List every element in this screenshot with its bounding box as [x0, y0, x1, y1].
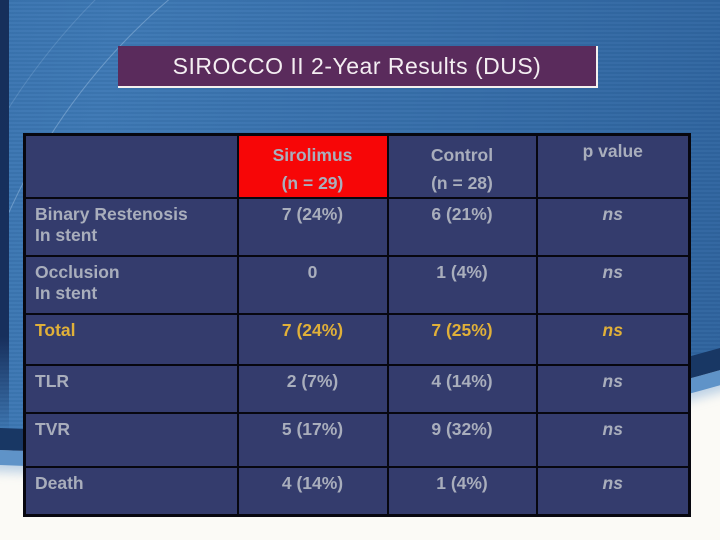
pvalue-value: ns — [535, 255, 691, 315]
table-row-tvr: TVR 5 (17%) 9 (32%) ns — [23, 412, 691, 468]
control-value: 7 (25%) — [386, 313, 538, 366]
sirolimus-value: 7 (24%) — [236, 197, 389, 257]
sirolimus-value: 0 — [236, 255, 389, 315]
sirolimus-value: 2 (7%) — [236, 364, 389, 414]
pvalue-value: ns — [535, 466, 691, 516]
row-label: Total — [23, 313, 239, 366]
results-table: Sirolimus (n = 29) Control (n = 28) p va… — [23, 133, 691, 517]
row-label: Occlusion In stent — [23, 255, 239, 315]
control-value: 6 (21%) — [386, 197, 538, 257]
sirolimus-header-n: (n = 29) — [281, 173, 344, 193]
pvalue-value: ns — [535, 313, 691, 366]
pvalue-value: ns — [535, 197, 691, 257]
control-value: 1 (4%) — [386, 466, 538, 516]
table-header-row: Sirolimus (n = 29) Control (n = 28) p va… — [23, 133, 691, 199]
table-row-binary-restenosis: Binary Restenosis In stent 7 (24%) 6 (21… — [23, 197, 691, 257]
control-header-n: (n = 28) — [431, 173, 493, 193]
table-corner-cell — [23, 133, 239, 199]
row-label: Death — [23, 466, 239, 516]
sirolimus-header-name: Sirolimus — [272, 145, 353, 165]
control-value: 9 (32%) — [386, 412, 538, 468]
control-value: 1 (4%) — [386, 255, 538, 315]
control-header-name: Control — [430, 145, 494, 165]
table-row-death: Death 4 (14%) 1 (4%) ns — [23, 466, 691, 516]
pvalue-value: ns — [535, 412, 691, 468]
table-row-occlusion: Occlusion In stent 0 1 (4%) ns — [23, 255, 691, 315]
sirolimus-value: 4 (14%) — [236, 466, 389, 516]
table-row-total: Total 7 (24%) 7 (25%) ns — [23, 313, 691, 366]
row-label: TLR — [23, 364, 239, 414]
pvalue-value: ns — [535, 364, 691, 414]
table-row-tlr: TLR 2 (7%) 4 (14%) ns — [23, 364, 691, 414]
row-label: Binary Restenosis In stent — [23, 197, 239, 257]
row-label: TVR — [23, 412, 239, 468]
background-left-edge-decoration — [0, 0, 9, 432]
table-header-control: Control (n = 28) — [386, 133, 538, 199]
sirolimus-value: 7 (24%) — [236, 313, 389, 366]
table-header-pvalue: p value — [535, 133, 691, 199]
control-value: 4 (14%) — [386, 364, 538, 414]
slide-title-text: SIROCCO II 2-Year Results (DUS) — [172, 52, 542, 79]
sirolimus-value: 5 (17%) — [236, 412, 389, 468]
table-header-sirolimus: Sirolimus (n = 29) — [236, 133, 389, 199]
slide-title: SIROCCO II 2-Year Results (DUS) — [118, 46, 598, 88]
